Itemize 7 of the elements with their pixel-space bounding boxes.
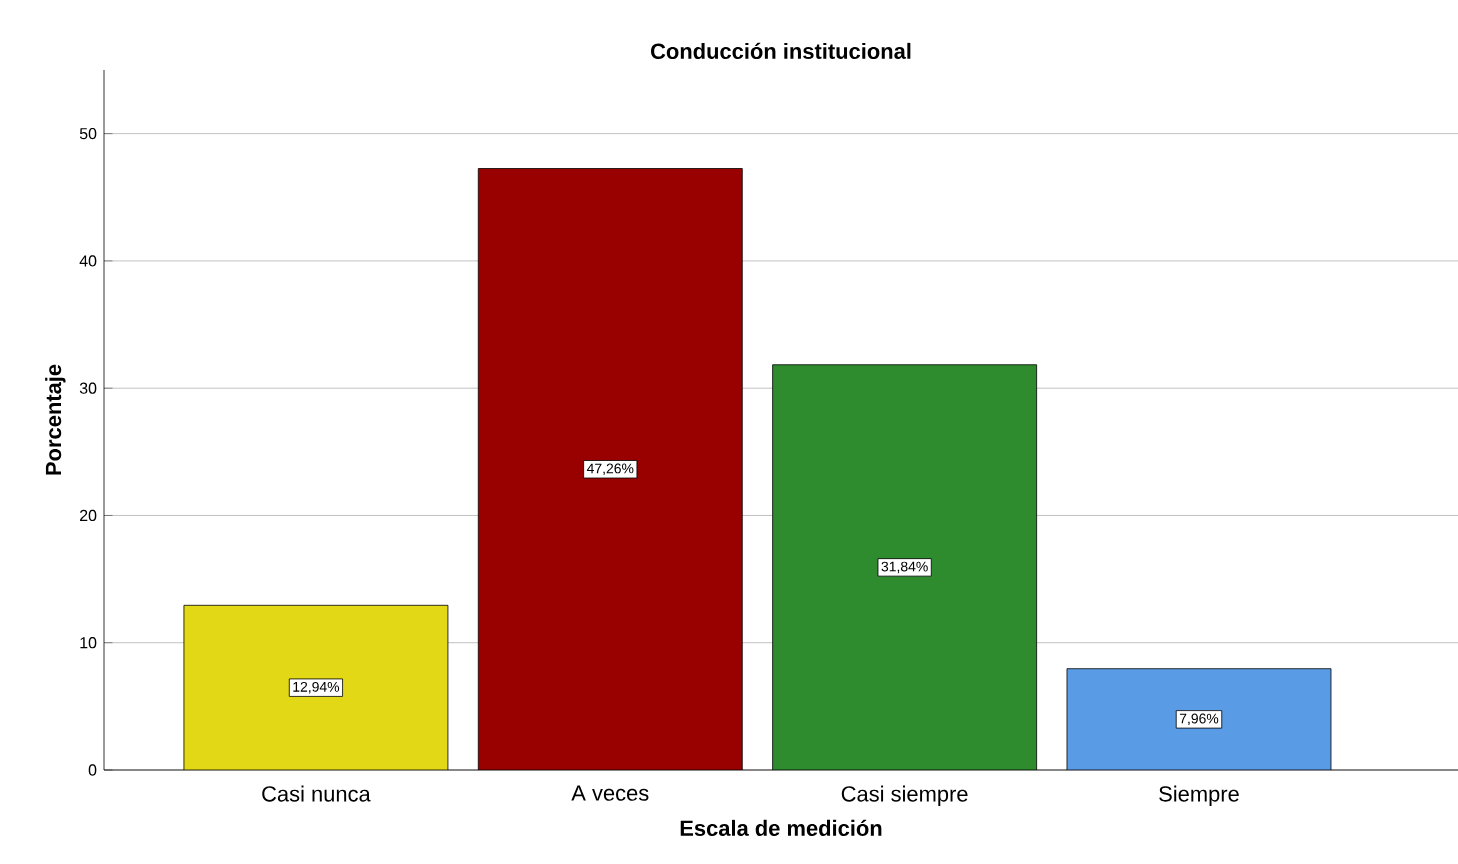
x-tick-label: Siempre (1159, 785, 1239, 806)
x-axis-title: Escala de medición (680, 819, 882, 836)
x-tick-label: A veces (571, 785, 649, 801)
x-tick-label: Casi siempre (841, 785, 968, 806)
chart-title: Conducción institucional (651, 42, 911, 59)
y-axis-title: Porcentaje (45, 364, 66, 475)
x-tick-label: Casi nunca (262, 785, 371, 802)
